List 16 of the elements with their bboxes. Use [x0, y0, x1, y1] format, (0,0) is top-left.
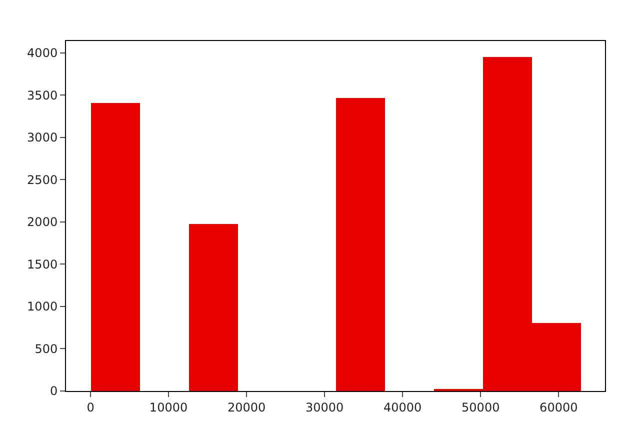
x-tick-label: 40000: [384, 400, 422, 414]
x-tick-label: 10000: [149, 400, 188, 414]
y-tick-label: 1000: [27, 300, 58, 314]
x-tick-label: 50000: [462, 400, 500, 414]
x-tick-label: 60000: [540, 400, 578, 414]
y-tick-label: 2000: [27, 215, 58, 230]
y-tick-label: 1500: [27, 257, 58, 272]
x-tick-label: 20000: [227, 400, 266, 414]
x-tick-label: 30000: [305, 400, 344, 414]
x-tick-label: 0: [86, 400, 94, 414]
y-tick-label: 500: [34, 342, 58, 356]
y-tick-label: 3000: [27, 130, 58, 145]
y-tick-label: 2500: [27, 172, 58, 187]
y-tick-label: 4000: [27, 46, 58, 60]
y-tick-label: 0: [50, 384, 58, 398]
y-tick-label: 3500: [27, 88, 58, 102]
